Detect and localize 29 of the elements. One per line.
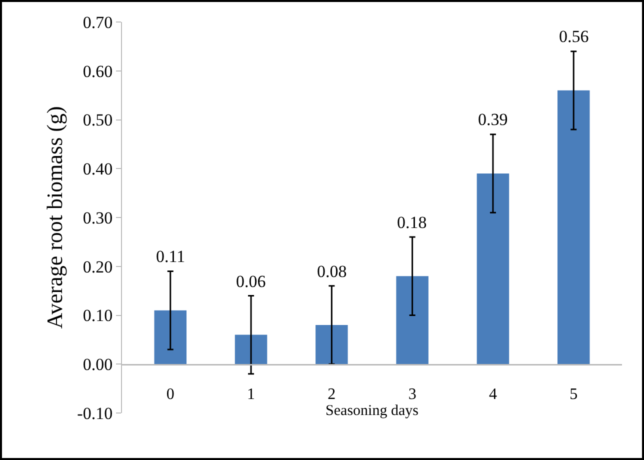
x-tick-label: 0 [166, 386, 174, 403]
y-tick-label: 0.00 [82, 355, 113, 374]
y-tick-label: 0.70 [82, 12, 113, 32]
x-axis-title: Seasoning days [326, 402, 419, 419]
y-tick-label: -0.10 [77, 404, 113, 423]
x-tick-label: 5 [570, 386, 578, 403]
data-label: 0.08 [317, 262, 347, 281]
x-tick-label: 2 [328, 386, 336, 403]
x-tick-label: 1 [247, 386, 256, 403]
y-tick-label: 0.30 [82, 208, 113, 228]
y-axis-title: Average root biomass (g) [42, 106, 67, 329]
bar [234, 334, 268, 364]
x-tick-label: 4 [488, 386, 497, 403]
data-label: 0.39 [478, 110, 508, 129]
data-label: 0.11 [156, 247, 186, 266]
y-tick-label: 0.10 [82, 306, 113, 326]
data-label: 0.56 [559, 27, 589, 46]
data-label: 0.06 [236, 272, 266, 291]
y-tick-label: 0.50 [82, 110, 113, 130]
x-tick-label: 3 [408, 386, 416, 403]
bar [154, 310, 187, 364]
bar [476, 174, 510, 364]
bar [396, 276, 428, 364]
y-tick-label: 0.20 [82, 257, 113, 276]
bar [316, 325, 348, 364]
y-tick-label: 0.40 [82, 160, 113, 179]
bar [557, 90, 590, 364]
y-tick-label: 0.60 [82, 62, 113, 81]
data-label: 0.18 [397, 213, 427, 232]
